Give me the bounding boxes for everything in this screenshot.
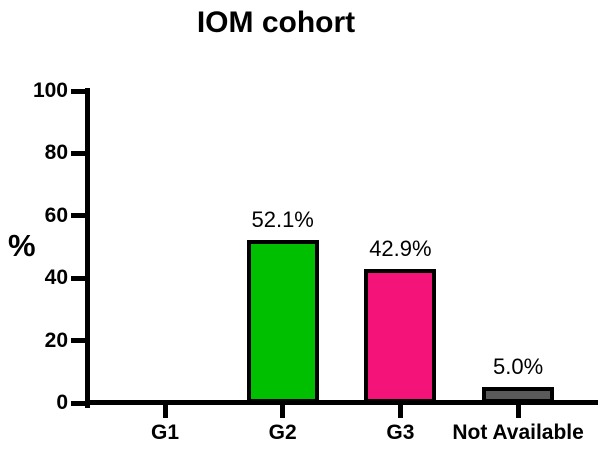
y-tick-label: 100 — [32, 79, 68, 102]
bar-value-label: 5.0% — [493, 354, 544, 380]
bar-g2 — [246, 240, 319, 403]
y-tick-label: 60 — [44, 203, 68, 227]
y-tick-mark — [71, 275, 85, 281]
y-tick-mark — [71, 213, 85, 219]
x-axis-line — [85, 400, 598, 405]
chart-title: IOM cohort — [196, 6, 356, 39]
y-axis-label: % — [8, 228, 36, 263]
x-tick-mark — [397, 405, 403, 418]
y-tick-mark — [71, 88, 85, 94]
bar-value-label: 52.1% — [251, 207, 314, 233]
y-tick-label: 20 — [44, 328, 68, 352]
y-tick-label: 40 — [44, 266, 68, 290]
x-category-label: G2 — [268, 421, 297, 444]
y-axis-line — [85, 88, 90, 408]
y-tick-mark — [71, 150, 85, 156]
x-tick-mark — [515, 405, 521, 418]
x-tick-mark — [280, 405, 286, 418]
bar-value-label: 42.9% — [369, 236, 432, 262]
y-tick-label: 0 — [56, 391, 68, 414]
y-tick-label: 80 — [44, 141, 68, 165]
y-tick-mark — [71, 338, 85, 344]
x-tick-mark — [162, 405, 168, 418]
bar-g3 — [364, 269, 437, 403]
x-category-label: G3 — [386, 421, 415, 444]
y-tick-mark — [71, 400, 85, 406]
x-category-label: G1 — [150, 421, 179, 444]
bar-not-available — [482, 387, 555, 403]
x-category-label: Not Available — [452, 421, 584, 444]
